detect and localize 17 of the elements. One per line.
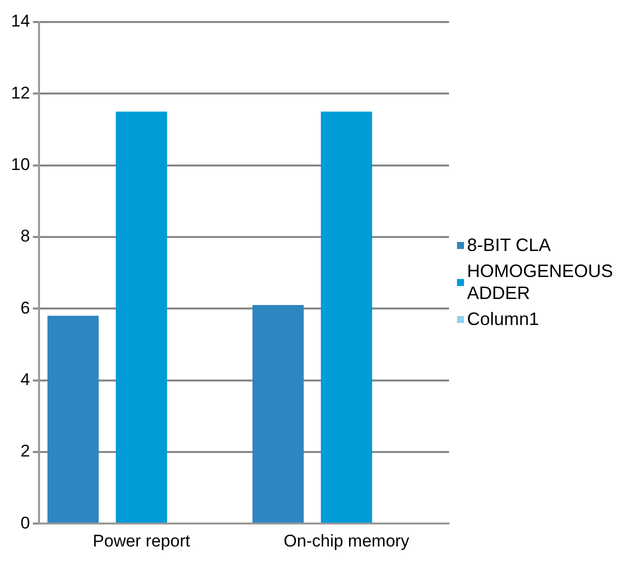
legend-label: Column1 bbox=[467, 308, 540, 330]
y-tick-label: 4 bbox=[20, 370, 30, 389]
x-tick-label: On-chip memory bbox=[284, 531, 410, 550]
bar bbox=[47, 316, 99, 523]
y-tick-label: 0 bbox=[20, 513, 30, 532]
bar bbox=[116, 112, 168, 523]
y-tick-label: 6 bbox=[20, 298, 30, 318]
x-tick-label: Power report bbox=[92, 531, 190, 550]
legend-label: 8-BIT CLA bbox=[467, 234, 551, 256]
y-tick-label: 2 bbox=[20, 442, 30, 461]
bar bbox=[320, 112, 372, 523]
y-tick-label: 10 bbox=[10, 155, 30, 174]
bar bbox=[252, 305, 304, 523]
y-tick-label: 12 bbox=[10, 83, 30, 102]
y-tick-label: 8 bbox=[20, 226, 30, 246]
legend-label: HOMOGENEOUS ADDER bbox=[467, 260, 614, 304]
y-tick-label: 14 bbox=[10, 12, 30, 31]
